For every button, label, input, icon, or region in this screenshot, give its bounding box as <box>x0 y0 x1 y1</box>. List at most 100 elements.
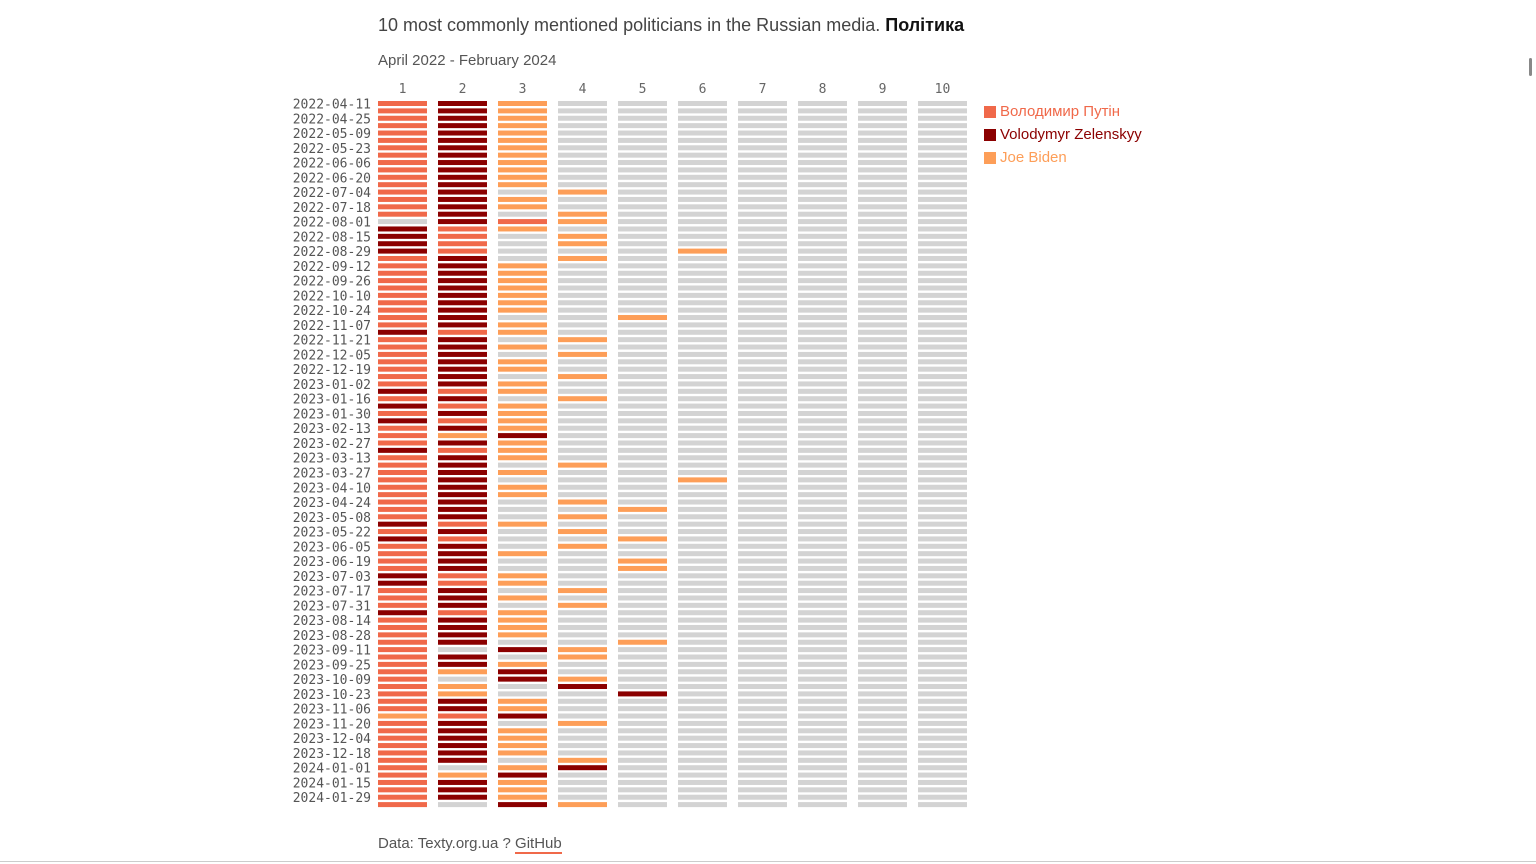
heatmap-cell <box>738 580 787 586</box>
heatmap-cell <box>678 115 727 121</box>
heatmap-cell <box>558 588 607 594</box>
heatmap-cell <box>498 388 547 394</box>
heatmap-cell <box>498 735 547 741</box>
heatmap-cell <box>738 632 787 638</box>
heatmap-cell <box>858 425 907 431</box>
heatmap-cell <box>558 278 607 284</box>
heatmap-cell <box>798 743 847 749</box>
heatmap-cell <box>918 278 967 284</box>
heatmap-cell <box>438 130 487 136</box>
heatmap-cell <box>798 654 847 660</box>
heatmap-cell <box>678 381 727 387</box>
heatmap-cell <box>798 241 847 247</box>
heatmap-cell <box>438 765 487 771</box>
heatmap-cell <box>498 573 547 579</box>
heatmap-cell <box>738 455 787 461</box>
heatmap-cell <box>378 765 427 771</box>
heatmap-cell <box>738 506 787 512</box>
heatmap-cell <box>798 632 847 638</box>
heatmap-cell <box>558 182 607 188</box>
heatmap-cell <box>858 447 907 453</box>
heatmap-cell <box>558 248 607 254</box>
heatmap-cell <box>798 433 847 439</box>
heatmap-cell <box>618 691 667 697</box>
legend: Володимир Путін Volodymyr Zelenskyy Joe Bi… <box>984 100 1142 169</box>
heatmap-cell <box>918 639 967 645</box>
heatmap-cell <box>378 779 427 785</box>
heatmap-cell <box>678 410 727 416</box>
heatmap-cell <box>738 278 787 284</box>
heatmap-cell <box>918 137 967 143</box>
heatmap-cell <box>678 632 727 638</box>
heatmap-cell <box>678 248 727 254</box>
heatmap-cell <box>498 101 547 106</box>
heatmap-cell <box>678 219 727 225</box>
heatmap-cell <box>498 802 547 808</box>
heatmap-cell <box>438 145 487 151</box>
heatmap-cell <box>738 226 787 232</box>
heatmap-cell <box>378 182 427 188</box>
heatmap-cell <box>498 654 547 660</box>
heatmap-cell <box>498 211 547 217</box>
heatmap-cell <box>438 374 487 380</box>
heatmap-cell <box>378 713 427 719</box>
heatmap-cell <box>438 182 487 188</box>
heatmap-cell <box>918 669 967 675</box>
scrollbar[interactable] <box>1529 58 1532 76</box>
heatmap-cell <box>678 425 727 431</box>
heatmap-cell <box>798 278 847 284</box>
heatmap-cell <box>798 595 847 601</box>
heatmap-cell <box>558 794 607 800</box>
heatmap-cell <box>918 130 967 136</box>
heatmap-cell <box>678 669 727 675</box>
heatmap-cell <box>798 647 847 653</box>
row-tick-label: 2023-02-27 <box>293 437 371 452</box>
github-link[interactable]: GitHub <box>515 835 562 854</box>
heatmap-cell <box>438 779 487 785</box>
heatmap-cell <box>438 728 487 734</box>
heatmap-cell <box>918 108 967 114</box>
heatmap-cell <box>558 492 607 498</box>
heatmap-cell <box>378 536 427 542</box>
row-tick-label: 2022-08-01 <box>293 216 371 231</box>
heatmap-cell <box>798 204 847 210</box>
heatmap-cell <box>738 750 787 756</box>
heatmap-cell <box>378 292 427 298</box>
heatmap-cell <box>858 529 907 535</box>
heatmap-cell <box>738 189 787 195</box>
heatmap-cell <box>918 255 967 261</box>
heatmap-cell <box>858 743 907 749</box>
heatmap-cell <box>498 137 547 143</box>
heatmap-cell <box>738 359 787 365</box>
heatmap-cell <box>678 565 727 571</box>
heatmap-cell <box>618 595 667 601</box>
heatmap-cell <box>558 130 607 136</box>
heatmap-cell <box>738 661 787 667</box>
heatmap-cell <box>618 698 667 704</box>
heatmap-cell <box>438 588 487 594</box>
heatmap-cell <box>558 661 607 667</box>
heatmap-cell <box>558 455 607 461</box>
row-tick-label: 2022-06-20 <box>293 171 371 186</box>
heatmap-cell <box>798 101 847 106</box>
heatmap-cell <box>798 455 847 461</box>
heatmap-cell <box>618 292 667 298</box>
heatmap-cell <box>798 698 847 704</box>
heatmap-cell <box>618 447 667 453</box>
heatmap-cell <box>678 182 727 188</box>
heatmap-cell <box>378 521 427 527</box>
heatmap-cell <box>558 506 607 512</box>
heatmap-cell <box>738 322 787 328</box>
heatmap-cell <box>378 477 427 483</box>
heatmap-cell <box>738 617 787 623</box>
heatmap-cell <box>918 514 967 520</box>
heatmap-cell <box>678 772 727 778</box>
heatmap-cell <box>438 322 487 328</box>
heatmap-cell <box>618 602 667 608</box>
heatmap-cell <box>678 101 727 106</box>
heatmap-cell <box>498 543 547 549</box>
heatmap-cell <box>738 263 787 269</box>
heatmap-cell <box>618 499 667 505</box>
heatmap-cell <box>378 359 427 365</box>
heatmap-cell <box>918 543 967 549</box>
